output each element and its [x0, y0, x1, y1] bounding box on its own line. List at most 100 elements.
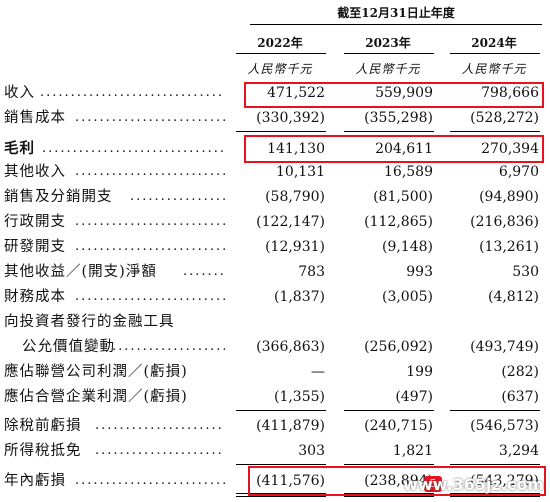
- total-double-underline: [344, 493, 434, 497]
- value-2022: (58,790): [265, 189, 325, 205]
- value-2024: (637): [501, 389, 539, 405]
- value-2023: (9,148): [381, 239, 433, 255]
- row-label: 所得稅抵免: [4, 443, 82, 459]
- value-2022: 471,522: [267, 85, 325, 101]
- row-label: 其他收入: [4, 164, 66, 180]
- value-2023: 199: [406, 364, 433, 380]
- value-2023: (238,894): [364, 473, 433, 489]
- row-cost-of-sales: 銷售成本 ...................................…: [0, 107, 550, 129]
- value-2023: (256,092): [364, 339, 433, 355]
- value-2024: (546,573): [470, 418, 539, 434]
- value-2024: (216,836): [470, 214, 539, 230]
- row-associates-share: 應佔聯營公司利潤／(虧損) — 199 (282): [0, 361, 550, 383]
- value-2024: (543,279): [470, 473, 539, 489]
- value-2023: (112,865): [364, 214, 433, 230]
- year-underline-2023: [344, 53, 434, 54]
- value-2022: (122,147): [256, 214, 325, 230]
- row-joint-ventures-share: 應佔合營企業利潤／(虧損) (1,355) (497) (637): [0, 386, 550, 408]
- watermark-badge-icon: 5: [424, 476, 442, 492]
- subtotal-underline: [344, 464, 434, 465]
- row-label: 毛利: [4, 140, 35, 157]
- subtotal-underline: [344, 131, 434, 132]
- value-2022: (411,576): [256, 473, 325, 489]
- row-label: 研發開支: [4, 239, 66, 255]
- value-2024: (528,272): [470, 110, 539, 126]
- row-other-gains: 其他收益／(開支)淨額 .......... 783 993 530: [0, 261, 550, 283]
- row-loss-for-year: 年內虧損 ...................................…: [0, 470, 550, 492]
- dot-leader: ........................................: [130, 189, 225, 204]
- subtotal-underline: [450, 410, 540, 411]
- value-2022: (366,863): [256, 339, 325, 355]
- row-label: 財務成本: [4, 289, 66, 305]
- currency-label-2022: 人民幣千元: [247, 62, 313, 76]
- year-header-2024: 2024年: [471, 36, 517, 50]
- dot-leader: ..........: [183, 264, 225, 279]
- dot-leader: ........................................: [42, 141, 225, 156]
- subtotal-underline: [450, 131, 540, 132]
- dot-leader: ........................................: [95, 418, 225, 433]
- row-loss-before-tax: 除稅前虧損 ..................................…: [0, 415, 550, 437]
- dot-leader: ........................................: [75, 110, 225, 125]
- value-2022: (411,879): [256, 418, 325, 434]
- currency-label-2023: 人民幣千元: [355, 62, 421, 76]
- value-2023: (3,005): [381, 289, 433, 305]
- row-rnd-expenses: 研發開支 ...................................…: [0, 236, 550, 258]
- period-header: 截至12月31日止年度: [337, 6, 455, 20]
- value-2024: 530: [512, 264, 539, 280]
- year-underline-2024: [450, 53, 540, 54]
- row-label: 收入: [4, 85, 35, 101]
- year-underline-2022: [236, 53, 326, 54]
- row-fin-instruments-heading: 向投資者發行的金融工具: [0, 311, 550, 333]
- subtotal-underline: [450, 464, 540, 465]
- value-2022: —: [311, 364, 325, 380]
- value-2022: 303: [298, 443, 325, 459]
- row-label: 銷售成本: [4, 110, 66, 126]
- dot-leader: ........................................: [75, 473, 225, 488]
- value-2023: 204,611: [375, 141, 433, 157]
- value-2023: 993: [406, 264, 433, 280]
- value-2024: (13,261): [479, 239, 539, 255]
- subtotal-underline: [236, 131, 326, 132]
- value-2022: (1,355): [273, 389, 325, 405]
- subtotal-underline: [344, 410, 434, 411]
- total-double-underline: [450, 493, 540, 497]
- dot-leader: ........................................: [40, 85, 225, 100]
- row-label: 向投資者發行的金融工具: [4, 314, 175, 330]
- row-other-income: 其他收入 ...................................…: [0, 161, 550, 183]
- dot-leader: ........................................: [75, 289, 225, 304]
- value-2023: 1,821: [392, 443, 433, 459]
- dot-leader: ........................................: [95, 443, 225, 458]
- value-2024: 3,294: [498, 443, 539, 459]
- row-label: 除稅前虧損: [4, 418, 82, 434]
- row-selling-expenses: 銷售及分銷開支 ................................…: [0, 186, 550, 208]
- row-revenue: 收入 .....................................…: [0, 82, 550, 104]
- row-label: 行政開支: [4, 214, 66, 230]
- highlight-box-revenue: [244, 82, 544, 108]
- row-label: 其他收益／(開支)淨額: [4, 264, 157, 280]
- value-2024: (493,749): [470, 339, 539, 355]
- value-2022: (12,931): [265, 239, 325, 255]
- row-gross-profit: 毛利 .....................................…: [0, 138, 550, 160]
- row-label: 應佔聯營公司利潤／(虧損): [4, 364, 188, 380]
- value-2022: 141,130: [267, 141, 325, 157]
- watermark-text: www.365jz.com: [403, 475, 544, 494]
- value-2024: (282): [501, 364, 539, 380]
- value-2023: (497): [395, 389, 433, 405]
- value-2022: (330,392): [256, 110, 325, 126]
- row-label: 年內虧損: [4, 473, 66, 489]
- value-2023: 559,909: [375, 85, 433, 101]
- value-2023: (355,298): [364, 110, 433, 126]
- highlight-box-loss-for-year: [248, 466, 546, 496]
- dot-leader: ........................................: [75, 164, 225, 179]
- row-income-tax-credit: 所得稅抵免 ..................................…: [0, 440, 550, 462]
- value-2024: (94,890): [479, 189, 539, 205]
- row-fair-value-changes: 公允價值變動 .................................…: [0, 336, 550, 358]
- dot-leader: ........................................: [75, 239, 225, 254]
- row-label: 公允價值變動: [22, 339, 115, 355]
- value-2023: 16,589: [384, 164, 433, 180]
- value-2024: 6,970: [498, 164, 539, 180]
- row-admin-expenses: 行政開支 ...................................…: [0, 211, 550, 233]
- total-double-underline: [236, 493, 326, 497]
- value-2022: 10,131: [276, 164, 325, 180]
- period-underline: [250, 24, 542, 25]
